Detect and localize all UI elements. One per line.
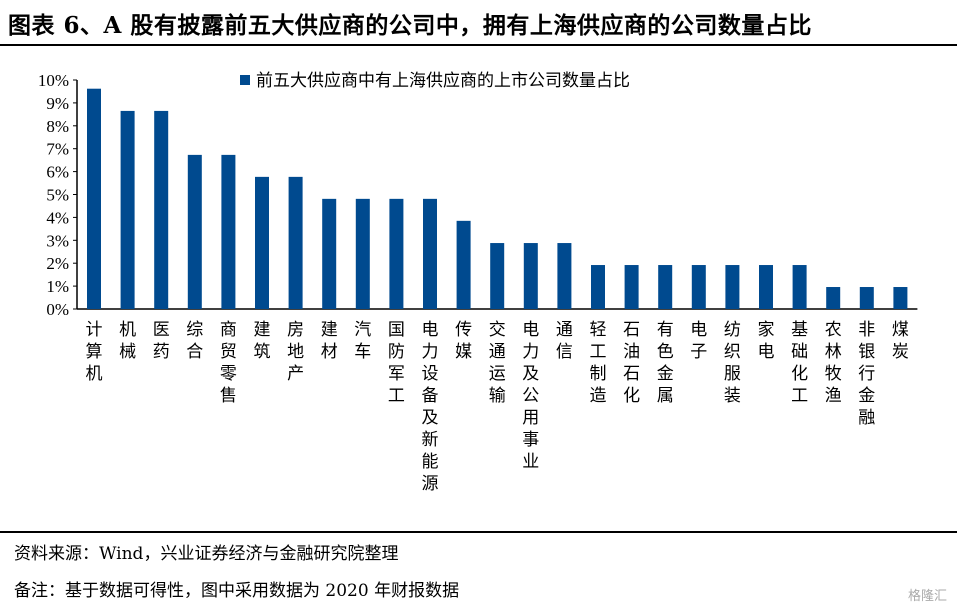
x-tick-label: 传媒 [455, 320, 472, 362]
bar [423, 198, 437, 309]
y-tick-label: 3% [46, 231, 69, 250]
y-tick-label: 8% [46, 117, 69, 136]
x-tick-label: 农林牧渔 [825, 320, 842, 406]
y-tick-label: 7% [46, 140, 69, 159]
x-tick-label: 计算机 [86, 320, 103, 384]
y-tick-label: 9% [46, 94, 69, 113]
bar [624, 265, 639, 309]
bar [187, 154, 202, 309]
bar [759, 265, 773, 309]
x-tick-label: 电力及公用事业 [522, 320, 539, 472]
x-tick-label: 汽车 [354, 320, 371, 362]
bar [355, 198, 370, 309]
bar [389, 198, 404, 309]
bar [792, 265, 807, 309]
bar [120, 110, 135, 309]
legend-label: 前五大供应商中有上海供应商的上市公司数量占比 [256, 71, 630, 91]
bar [859, 287, 874, 309]
x-tick-label: 综合 [186, 320, 203, 362]
x-tick-label: 建筑 [254, 320, 271, 362]
x-tick-label: 商贸零售 [220, 320, 237, 406]
bar [288, 176, 303, 309]
x-tick-label: 非银行金融 [858, 320, 875, 428]
y-tick-label: 2% [46, 254, 69, 273]
bar [691, 265, 706, 309]
bar [255, 176, 269, 309]
bar [322, 198, 337, 309]
bar [154, 110, 169, 309]
x-tick-label: 房地产 [287, 320, 304, 384]
x-tick-label: 建材 [321, 320, 338, 362]
remark-note: 备注：基于数据可得性，图中采用数据为 2020 年财报数据 [14, 581, 460, 601]
figure-title: 图表 6、A 股有披露前五大供应商的公司中，拥有上海供应商的公司数量占比 [8, 12, 812, 39]
x-tick-label: 家电 [758, 320, 775, 362]
bar [725, 265, 740, 309]
bar [893, 287, 908, 309]
footer-divider [0, 531, 957, 533]
x-tick-label: 机械 [119, 320, 136, 362]
title-divider [0, 44, 957, 46]
x-tick-label: 石油石化 [623, 320, 640, 406]
y-tick-label: 5% [46, 186, 69, 205]
bar [221, 154, 236, 309]
y-tick-label: 0% [46, 300, 69, 319]
bar [557, 243, 572, 309]
y-tick-label: 10% [38, 71, 69, 90]
x-tick-label: 医药 [153, 320, 170, 362]
x-tick-label: 电力设备及新能源 [422, 320, 439, 494]
source-note: 资料来源：Wind，兴业证券经济与金融研究院整理 [14, 544, 399, 564]
y-tick-label: 4% [46, 208, 69, 227]
y-tick-label: 1% [46, 277, 69, 296]
bar [591, 265, 605, 309]
x-tick-label: 交通运输 [489, 320, 506, 406]
bar [523, 243, 538, 309]
x-tick-label: 有色金属 [657, 320, 674, 406]
bar [826, 287, 841, 309]
bar [490, 243, 505, 309]
bar [658, 265, 673, 309]
x-tick-label: 通信 [556, 320, 573, 362]
bar-chart: 0% 1% 2% 3% 4% 5% 6% 7% 8% 9% 10% 计算机机械医药综合商贸零售建筑房地… [38, 71, 918, 494]
x-tick-label: 纺织服装 [724, 320, 741, 406]
x-tick-label: 国防军工 [388, 320, 405, 406]
x-tick-label: 轻工制造 [590, 320, 607, 406]
x-tick-label: 基础化工 [791, 320, 808, 406]
x-tick-label: 煤炭 [892, 320, 909, 362]
legend-swatch [240, 75, 250, 85]
y-tick-label: 6% [46, 163, 69, 182]
x-tick-label: 电子 [690, 320, 707, 362]
bar [456, 220, 471, 309]
watermark: 格隆汇 [907, 589, 947, 604]
bar [87, 88, 101, 310]
